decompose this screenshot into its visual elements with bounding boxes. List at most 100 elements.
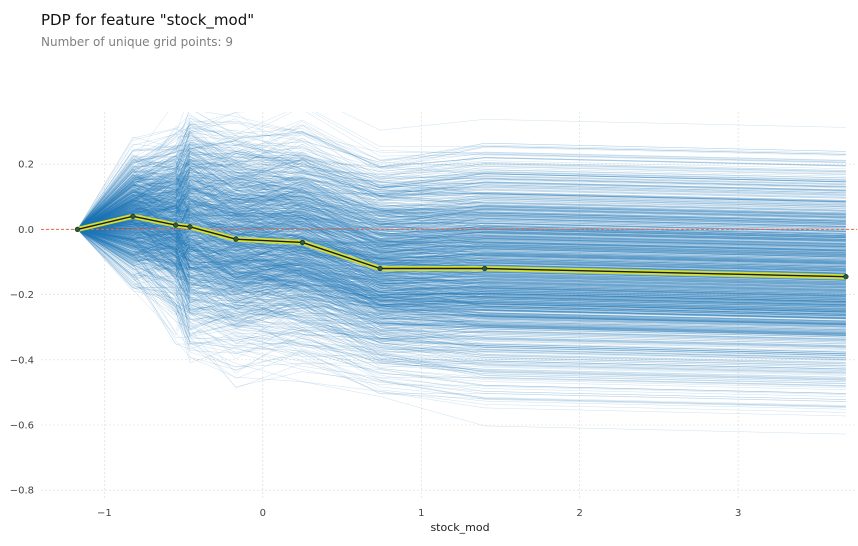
ice-line (77, 199, 846, 255)
ice-line (77, 227, 846, 316)
ice-line (77, 181, 846, 247)
ice-line (77, 199, 846, 256)
ice-line (77, 179, 846, 238)
ice-line (77, 229, 846, 301)
ice-line (77, 147, 846, 230)
ice-line (77, 205, 846, 294)
ice-line (77, 158, 846, 230)
ice-line (77, 203, 846, 258)
ice-line (77, 205, 846, 274)
ice-line (77, 206, 846, 273)
ice-line (77, 229, 846, 358)
ice-line (77, 227, 846, 306)
ice-line (77, 190, 846, 242)
ice-line (77, 229, 846, 289)
ice-line (77, 130, 846, 230)
ice-line (77, 229, 846, 306)
ice-line (77, 222, 846, 288)
ice-line (77, 229, 846, 355)
ice-line (77, 215, 846, 269)
ice-line (77, 229, 846, 300)
ice-line (77, 210, 846, 287)
ice-line (77, 229, 846, 378)
ice-line (77, 188, 846, 245)
ice-line (77, 194, 846, 244)
ice-line (77, 170, 846, 232)
ice-line (77, 185, 846, 241)
ice-line (77, 177, 846, 248)
pdp-point (173, 222, 179, 228)
ice-line (77, 199, 846, 265)
ice-line (77, 205, 846, 288)
ice-line (77, 229, 846, 292)
ice-line (77, 229, 846, 413)
ice-line (77, 166, 846, 230)
ice-line (77, 191, 846, 244)
ice-line (77, 176, 846, 230)
ice-line (77, 229, 846, 334)
ice-line (77, 229, 846, 313)
x-tick-label: 0 (260, 508, 266, 519)
ice-line (77, 216, 846, 304)
ice-line (77, 229, 846, 330)
ice-line (77, 229, 846, 348)
ice-line (77, 219, 846, 296)
ice-line (77, 229, 846, 326)
ice-line (77, 161, 846, 230)
ice-line (77, 219, 846, 317)
ice-line (77, 229, 846, 312)
ice-line (77, 169, 846, 242)
ice-line (77, 112, 846, 230)
ice-line (77, 195, 846, 270)
ice-line (77, 191, 846, 251)
ice-line (77, 229, 846, 369)
ice-line (77, 194, 846, 238)
ice-line (77, 139, 846, 230)
ice-line (77, 229, 846, 321)
ice-line (77, 200, 846, 271)
ice-line (77, 205, 846, 257)
ice-line (77, 229, 846, 407)
ice-line (77, 178, 846, 230)
ice-line (77, 193, 846, 276)
ice-line (77, 186, 846, 250)
ice-line (77, 204, 846, 251)
ice-line (77, 127, 846, 230)
ice-line (77, 229, 846, 400)
ice-line (77, 152, 846, 230)
ice-line (77, 229, 846, 330)
ice-line (77, 179, 846, 253)
ice-line (77, 200, 846, 281)
ice-line (77, 203, 846, 262)
ice-line (77, 229, 846, 326)
ice-line (77, 160, 846, 230)
ice-line (77, 222, 846, 336)
ice-line (77, 229, 846, 350)
ice-line (77, 164, 846, 230)
ice-line (77, 147, 846, 230)
ice-line (77, 222, 846, 284)
ice-line (77, 206, 846, 255)
ice-line (77, 206, 846, 270)
ice-line (77, 229, 846, 306)
ice-line (77, 202, 846, 259)
ice-line (77, 224, 846, 288)
ice-line (77, 229, 846, 332)
ice-line (77, 229, 846, 353)
ice-line (77, 185, 846, 247)
ice-line (77, 188, 846, 264)
ice-line (77, 229, 846, 323)
ice-line (77, 229, 846, 310)
ice-line (77, 207, 846, 272)
ice-line (77, 229, 846, 342)
ice-line (77, 189, 846, 261)
ice-line (77, 229, 846, 342)
ice-line (77, 205, 846, 269)
ice-line (77, 227, 846, 313)
ice-line (77, 218, 846, 324)
ice-line (77, 158, 846, 230)
ice-line (77, 184, 846, 242)
ice-line (77, 197, 846, 281)
ice-line (77, 135, 846, 230)
ice-line (77, 159, 846, 230)
